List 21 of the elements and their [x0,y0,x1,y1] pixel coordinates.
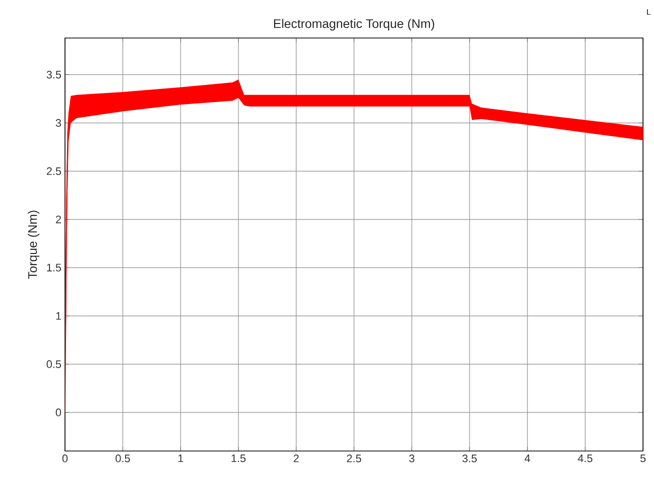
y-tick-label: 0 [56,408,62,416]
x-tick-label: 4.5 [578,454,592,462]
y-tick-label: 3.5 [46,70,62,79]
x-tick-label: 0.5 [116,454,130,462]
x-tick-label: 2.5 [346,454,362,462]
x-tick-label: 5 [640,454,646,462]
x-tick-label: 1.5 [232,454,246,462]
y-tick-label: 2 [56,216,61,224]
y-axis-title: Torque (Nm) [28,210,40,279]
x-tick-label: 4 [524,454,530,462]
y-tick-label: 0.5 [46,360,62,368]
x-tick-label: 3 [409,454,414,462]
y-tick-label: 2.5 [46,167,62,176]
x-tick-label: 1 [178,454,184,462]
x-tick-label: 2 [294,454,299,462]
y-tick-label: 1.5 [47,264,62,272]
x-tick-label: 3.5 [462,454,477,462]
chart-title: Electromagnetic Torque (Nm) [274,18,434,30]
y-tick-label: 3 [56,119,61,127]
y-tick-label: 1 [56,312,61,320]
x-tick-label: 0 [62,454,68,462]
